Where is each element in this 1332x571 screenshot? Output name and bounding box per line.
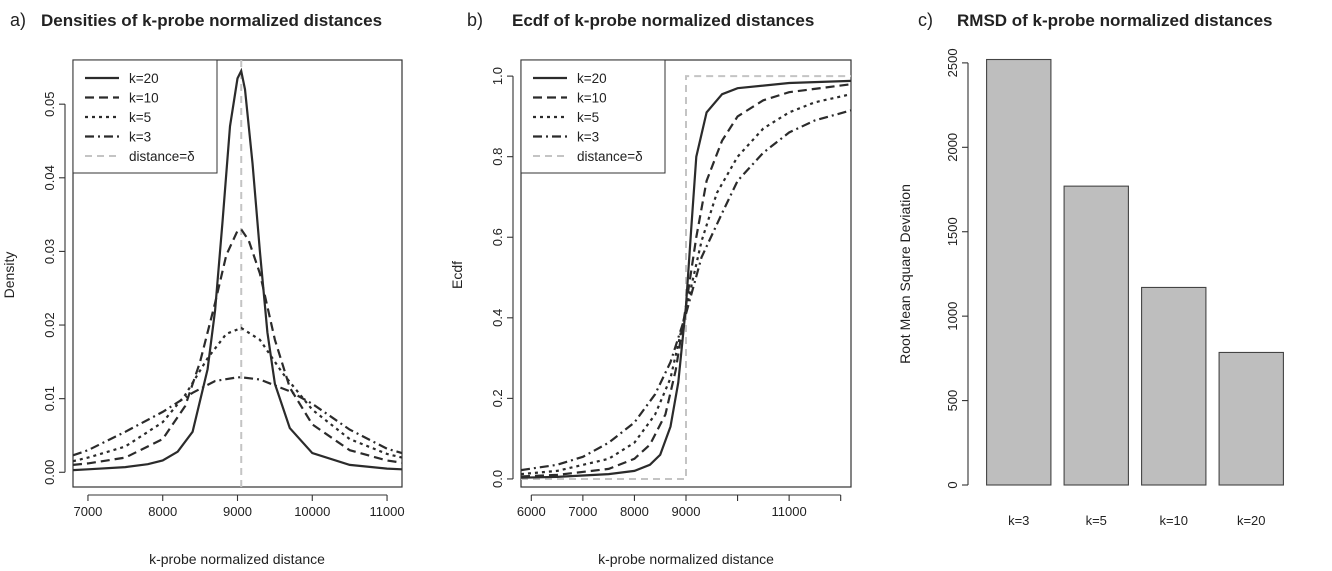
density-x-tick-label: 7000 xyxy=(73,504,102,519)
ecdf-y-tick-label: 0.4 xyxy=(490,309,505,327)
ecdf-reference-step xyxy=(521,75,851,480)
rmsd-y-tick-label: 1000 xyxy=(945,302,960,331)
rmsd-bar-k10 xyxy=(1141,286,1207,486)
density-y-tick-label: 0.04 xyxy=(42,165,57,190)
ecdf-x-tick-label: 8000 xyxy=(620,504,649,519)
density-legend-label: k=3 xyxy=(129,130,151,145)
density-series-k20 xyxy=(72,67,403,472)
density-y-tick-label: 0.05 xyxy=(42,92,57,117)
density-plot-frame xyxy=(72,59,403,488)
rmsd-y-tick-label: 1500 xyxy=(945,217,960,246)
rmsd-category-label: k=3 xyxy=(1008,513,1029,528)
density-x-tick-label: 11000 xyxy=(369,504,404,519)
rmsd-category-label: k=10 xyxy=(1159,513,1188,528)
rmsd-y-tick-label: 2500 xyxy=(945,48,960,77)
density-y-tick-label: 0.03 xyxy=(42,239,57,264)
panel-a-title: Densities of k-probe normalized distance… xyxy=(41,11,382,30)
ecdf-x-tick-label: 7000 xyxy=(568,504,597,519)
ecdf-legend-label: k=5 xyxy=(577,110,599,125)
density-series-k5 xyxy=(72,326,403,463)
density-y-tick-label: 0.00 xyxy=(42,460,57,485)
rmsd-y-tick-label: 0 xyxy=(945,481,960,488)
density-legend-label: k=5 xyxy=(129,110,151,125)
density-legend-label: k=20 xyxy=(129,71,159,86)
rmsd-category-label: k=20 xyxy=(1237,513,1266,528)
panel-b-label: b) xyxy=(467,10,483,30)
panel-c-ylabel: Root Mean Square Deviation xyxy=(897,184,913,364)
ecdf-series-k5 xyxy=(520,93,852,476)
panel-b-xlabel: k-probe normalized distance xyxy=(598,551,774,567)
ecdf-series-k3 xyxy=(520,109,852,472)
density-x-tick-label: 8000 xyxy=(148,504,177,519)
rmsd-bar-k5 xyxy=(1063,185,1129,486)
ecdf-x-tick-label: 9000 xyxy=(672,504,701,519)
ecdf-x-tick-label: 11000 xyxy=(772,504,807,519)
ecdf-y-tick-label: 0.0 xyxy=(490,470,505,488)
density-legend-label: k=10 xyxy=(129,91,159,106)
panel-c-title: RMSD of k-probe normalized distances xyxy=(957,11,1273,30)
rmsd-panel: c) RMSD of k-probe normalized distances … xyxy=(897,10,1284,528)
density-x-tick-label: 10000 xyxy=(294,504,330,519)
ecdf-legend-label: k=20 xyxy=(577,71,607,86)
rmsd-bar-k20 xyxy=(1218,351,1284,486)
ecdf-y-tick-label: 0.8 xyxy=(490,148,505,166)
panel-a-ylabel: Density xyxy=(1,252,17,299)
density-x-tick-label: 9000 xyxy=(223,504,252,519)
panel-a-xlabel: k-probe normalized distance xyxy=(149,551,325,567)
density-series-k10 xyxy=(72,227,403,466)
ecdf-y-tick-label: 0.6 xyxy=(490,228,505,246)
ecdf-y-tick-label: 1.0 xyxy=(490,67,505,85)
density-legend-label: distance=δ xyxy=(129,149,195,164)
rmsd-bar-k3 xyxy=(986,58,1052,486)
density-panel: a) Densities of k-probe normalized dista… xyxy=(1,10,405,567)
density-y-tick-label: 0.02 xyxy=(42,312,57,337)
ecdf-legend-label: k=3 xyxy=(577,130,599,145)
density-series-k3 xyxy=(72,376,403,457)
ecdf-series-k20 xyxy=(520,79,852,479)
panel-a-label: a) xyxy=(10,10,26,30)
ecdf-panel: b) Ecdf of k-probe normalized distances … xyxy=(449,10,852,567)
panel-b-ylabel: Ecdf xyxy=(449,261,465,289)
ecdf-x-tick-label: 6000 xyxy=(517,504,546,519)
rmsd-y-tick-label: 500 xyxy=(945,390,960,412)
panel-b-title: Ecdf of k-probe normalized distances xyxy=(512,11,814,30)
rmsd-category-label: k=5 xyxy=(1086,513,1107,528)
ecdf-legend-label: distance=δ xyxy=(577,149,643,164)
ecdf-y-tick-label: 0.2 xyxy=(490,389,505,407)
ecdf-plot-frame xyxy=(520,59,852,488)
density-y-tick-label: 0.01 xyxy=(42,386,57,411)
rmsd-y-tick-label: 2000 xyxy=(945,133,960,162)
panel-c-label: c) xyxy=(918,10,933,30)
ecdf-legend-label: k=10 xyxy=(577,91,607,106)
